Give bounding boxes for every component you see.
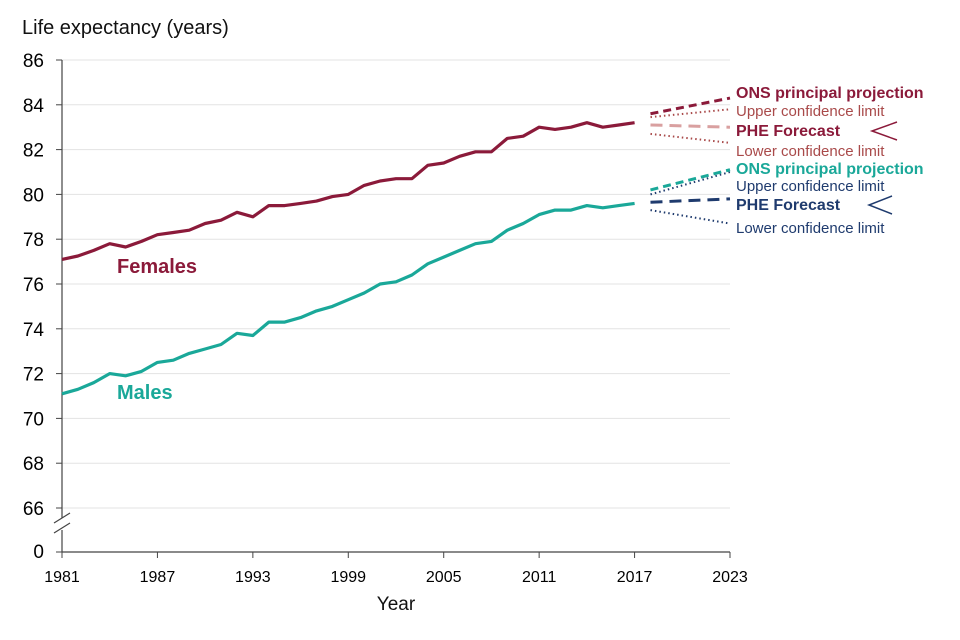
gridlines <box>56 59 730 553</box>
female-upper-limit-line <box>650 108 731 119</box>
y-tick-labels: 66 68 70 72 74 76 78 80 82 84 86 <box>23 51 45 520</box>
x-tick-labels: 1981 1987 1993 1999 2005 2011 2017 2023 <box>44 552 748 586</box>
series-label-females: Females <box>117 256 197 278</box>
y-tick-label: 68 <box>23 454 44 475</box>
male-upper-label: Upper confidence limit <box>736 178 885 195</box>
x-axis-label: Year <box>377 594 416 615</box>
y-tick-label: 66 <box>23 499 44 520</box>
male-lower-label: Lower confidence limit <box>736 220 885 237</box>
x-tick-label: 1981 <box>44 569 80 586</box>
female-phe-forecast-line <box>650 123 731 129</box>
y-tick-label: 78 <box>23 230 44 251</box>
x-tick-label: 1993 <box>235 569 271 586</box>
y-tick-label: 76 <box>23 275 44 296</box>
x-tick-label: 1999 <box>330 569 366 586</box>
axes <box>53 60 730 553</box>
y-tick-label: 72 <box>23 365 44 386</box>
female-phe-label: PHE Forecast <box>736 123 841 140</box>
x-tick-label: 2011 <box>522 569 557 586</box>
y-tick-label: 74 <box>23 320 45 341</box>
x-tick-label: 2023 <box>712 569 748 586</box>
y-tick-label: 70 <box>23 409 44 430</box>
y-tick-label: 82 <box>23 141 44 162</box>
x-tick-label: 2017 <box>617 569 653 586</box>
male-phe-forecast-line <box>650 197 731 204</box>
female-upper-label: Upper confidence limit <box>736 103 885 120</box>
series-line-males <box>61 201 635 396</box>
axis-break-mark-top <box>53 512 71 524</box>
male-bracket-icon <box>866 195 893 215</box>
series-lines <box>61 121 635 396</box>
x-tick-label: 1987 <box>140 569 176 586</box>
chart-title: Life expectancy (years) <box>22 17 229 39</box>
female-lower-label: Lower confidence limit <box>736 143 885 160</box>
female-lower-limit-line <box>650 132 731 144</box>
series-line-females <box>61 121 635 261</box>
x-tick-label: 2005 <box>426 569 462 586</box>
male-upper-limit-line <box>650 171 731 196</box>
y-tick-label: 86 <box>23 51 44 72</box>
male-ons-label: ONS principal projection <box>736 161 924 178</box>
male-phe-label: PHE Forecast <box>736 197 841 214</box>
y-tick-label: 84 <box>23 96 45 117</box>
series-label-males: Males <box>117 382 173 404</box>
y-tick-label-zero: 0 <box>33 542 44 563</box>
male-lower-limit-line <box>650 209 731 225</box>
male-ons-projection-line <box>650 168 731 192</box>
female-ons-label: ONS principal projection <box>736 85 924 102</box>
y-tick-label: 80 <box>23 185 44 206</box>
axis-break-mark-bottom <box>53 522 71 534</box>
female-ons-projection-line <box>650 96 731 116</box>
female-bracket-icon <box>869 121 898 141</box>
projection-lines <box>650 96 731 225</box>
